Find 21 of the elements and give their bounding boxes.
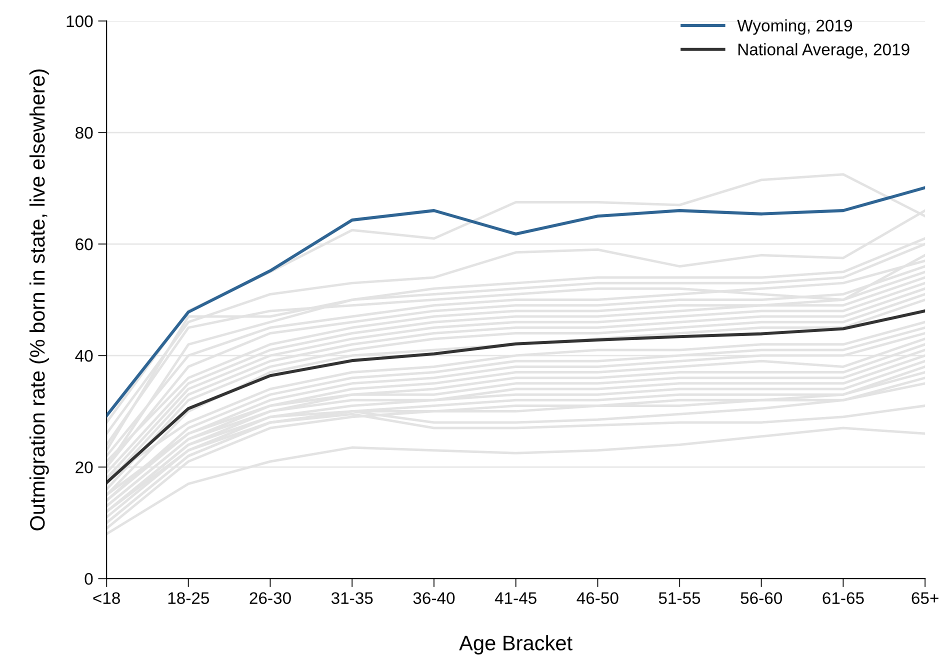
x-axis-title: Age Bracket bbox=[459, 635, 572, 655]
legend-label: Wyoming, 2019 bbox=[737, 19, 852, 35]
y-tick-label: 80 bbox=[76, 126, 93, 139]
y-tick-label: 40 bbox=[75, 350, 93, 362]
x-tick-label: 41-45 bbox=[494, 592, 536, 604]
x-tick-label: 31-35 bbox=[331, 592, 373, 604]
legend-label: National Average, 2019 bbox=[738, 43, 910, 59]
x-tick-label: 61-65 bbox=[822, 592, 864, 604]
x-tick-label: 56-60 bbox=[740, 592, 782, 604]
x-tick-label: 65+ bbox=[912, 592, 938, 604]
x-tick-label: 46-50 bbox=[576, 592, 618, 604]
y-tick-label: 20 bbox=[76, 461, 93, 474]
x-tick-label: <18 bbox=[93, 592, 120, 604]
y-tick-label: 100 bbox=[66, 15, 93, 28]
y-tick-label: 60 bbox=[76, 238, 93, 250]
x-tick-label: 51-55 bbox=[658, 592, 700, 604]
x-tick-label: 36-40 bbox=[413, 592, 455, 604]
x-tick-label: 18-25 bbox=[168, 592, 210, 604]
y-tick-label: 0 bbox=[84, 572, 93, 585]
x-tick-label: 26-30 bbox=[250, 592, 291, 604]
y-axis-title: Outmigration rate (% born in state, live elsewhere) bbox=[29, 69, 49, 530]
